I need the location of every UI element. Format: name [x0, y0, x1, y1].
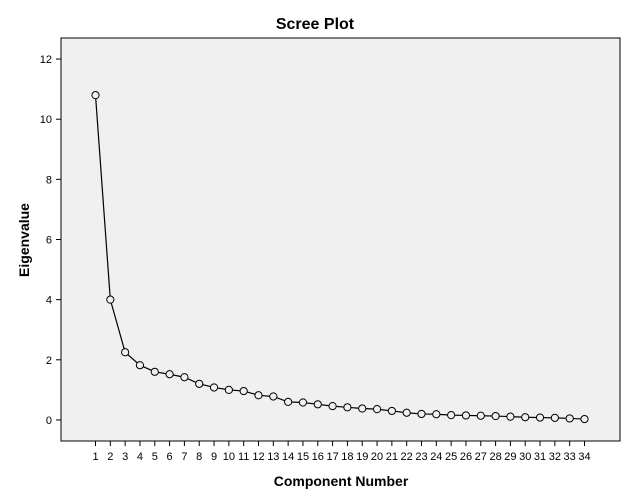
x-tick-label: 34: [578, 451, 590, 463]
y-tick-label: 8: [46, 174, 52, 186]
data-point-marker: [461, 411, 471, 420]
data-point-marker: [106, 295, 115, 304]
data-point-marker: [358, 404, 367, 413]
x-tick-label: 4: [137, 451, 143, 463]
data-point-marker: [476, 411, 485, 420]
x-tick-label: 32: [549, 451, 561, 463]
x-tick-label: 13: [267, 451, 279, 463]
y-tick-label: 10: [40, 114, 52, 126]
data-point-marker: [91, 91, 100, 100]
data-point-marker: [387, 406, 396, 416]
x-tick-label: 15: [297, 451, 309, 463]
x-tick-label: 20: [371, 451, 383, 463]
data-point-marker: [165, 370, 174, 379]
x-tick-label: 19: [356, 451, 368, 463]
data-point-marker: [417, 409, 426, 419]
x-tick-label: 7: [181, 451, 187, 463]
x-axis: 1 2 3 4 5 6 7 8 9 10 11 12 13 14 15 16 17 18 19 20 21 22 23 24 2…: [92, 441, 591, 463]
data-point-marker: [372, 405, 382, 414]
y-tick-label: 12: [40, 54, 52, 66]
data-point-marker: [239, 386, 248, 396]
eigenvalue-line: [94, 95, 585, 420]
y-tick-label: 4: [46, 295, 52, 307]
y-axis-title: Eigenvalue: [16, 203, 32, 277]
x-tick-label: 1: [92, 451, 98, 463]
x-tick-label: 23: [415, 451, 427, 463]
data-point-marker: [432, 410, 441, 419]
x-tick-label: 17: [326, 451, 338, 463]
data-point-marker: [580, 414, 589, 424]
x-tick-label: 29: [504, 451, 516, 463]
x-tick-label: 22: [401, 451, 413, 463]
data-point-marker: [135, 361, 145, 370]
data-point-marker: [121, 348, 130, 357]
x-tick-label: 3: [122, 451, 128, 463]
x-tick-label: 26: [460, 451, 472, 463]
y-axis: 0 2 4 6 8 10 12: [40, 54, 61, 427]
x-tick-label: 30: [519, 451, 531, 463]
x-tick-label: 24: [430, 451, 442, 463]
x-tick-label: 33: [564, 451, 576, 463]
x-tick-label: 6: [167, 451, 173, 463]
data-point-marker: [224, 385, 233, 394]
x-tick-label: 14: [282, 451, 294, 463]
y-tick-label: 2: [46, 355, 52, 367]
x-tick-label: 16: [312, 451, 324, 463]
data-point-marker: [550, 413, 559, 422]
x-tick-label: 25: [445, 451, 457, 463]
data-point-marker: [195, 379, 204, 388]
x-tick-label: 18: [341, 451, 353, 463]
data-point-marker: [284, 397, 293, 407]
data-point-marker: [269, 392, 278, 401]
x-tick-label: 9: [211, 451, 217, 463]
data-point-marker: [535, 413, 545, 422]
x-tick-label: 10: [223, 451, 235, 463]
x-axis-title: Component Number: [274, 473, 409, 489]
x-tick-label: 31: [534, 451, 546, 463]
data-point-marker: [491, 411, 500, 421]
x-tick-label: 5: [152, 451, 158, 463]
data-point-marker: [447, 411, 456, 420]
data-point-marker: [521, 413, 530, 422]
data-point-marker: [328, 402, 337, 411]
data-point-marker: [254, 391, 263, 400]
y-tick-label: 0: [46, 415, 52, 427]
plot-area: [60, 37, 621, 442]
chart-title: Scree Plot: [276, 16, 355, 33]
data-point-marker: [180, 373, 189, 382]
data-point-marker: [150, 367, 159, 376]
x-tick-label: 12: [252, 451, 264, 463]
data-point-marker: [402, 408, 411, 417]
eigenvalue-markers: [91, 91, 589, 424]
x-tick-label: 8: [196, 451, 202, 463]
data-point-marker: [565, 414, 574, 423]
data-point-marker: [298, 398, 308, 407]
x-tick-label: 28: [489, 451, 501, 463]
data-point-marker: [343, 403, 352, 412]
x-tick-label: 21: [386, 451, 398, 463]
x-tick-label: 2: [107, 451, 113, 463]
data-point-marker: [313, 400, 322, 409]
data-point-marker: [209, 383, 219, 392]
y-tick-label: 6: [46, 235, 52, 247]
x-tick-label: 27: [475, 451, 487, 463]
x-tick-label: 11: [238, 451, 249, 463]
data-point-marker: [506, 412, 515, 421]
